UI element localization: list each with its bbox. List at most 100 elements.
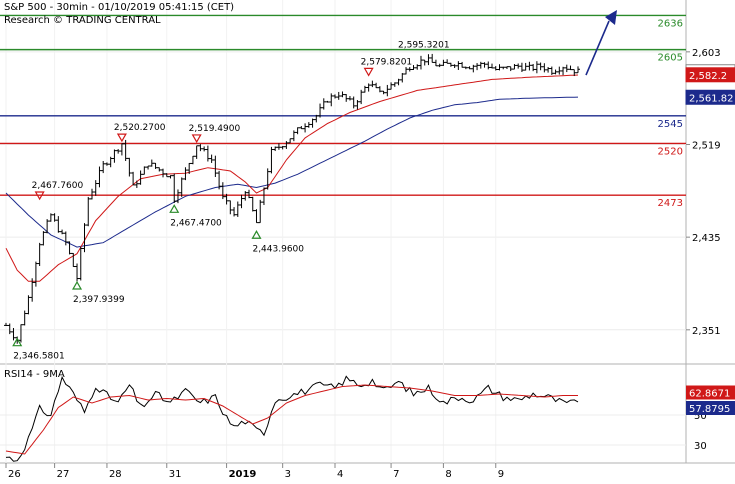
pivot-high-marker bbox=[34, 191, 45, 201]
ohlc-bar bbox=[564, 64, 569, 73]
ohlc-bar bbox=[370, 80, 375, 88]
rsi-tick-label: 30 bbox=[694, 441, 707, 452]
ohlc-bar bbox=[134, 180, 139, 188]
ohlc-bar bbox=[71, 252, 76, 268]
ohlc-bar bbox=[258, 199, 263, 224]
time-tick-label: 28 bbox=[109, 469, 122, 480]
ohlc-bar bbox=[22, 310, 27, 326]
ohlc-bar bbox=[261, 187, 266, 206]
ohlc-bar bbox=[344, 94, 349, 102]
ohlc-bar bbox=[224, 193, 229, 205]
ohlc-bar bbox=[86, 196, 91, 227]
ohlc-bar bbox=[549, 66, 554, 75]
ohlc-bar bbox=[303, 123, 308, 133]
pivot-high-label: 2,579.8201 bbox=[361, 57, 413, 67]
ohlc-bar bbox=[239, 194, 244, 209]
ohlc-bar bbox=[381, 90, 386, 95]
ohlc-bar bbox=[512, 64, 517, 70]
ohlc-bar bbox=[213, 155, 218, 177]
time-tick-label: 31 bbox=[169, 469, 182, 480]
pivot-high-label: 2,595.3201 bbox=[398, 40, 450, 50]
moving-averages bbox=[5, 74, 579, 282]
ohlc-bar bbox=[456, 61, 461, 70]
ohlc-bar bbox=[392, 82, 397, 87]
ohlc-bar bbox=[314, 114, 319, 123]
ohlc-bar bbox=[209, 154, 214, 163]
ohlc-bar bbox=[407, 67, 412, 72]
ohlc-bar bbox=[112, 149, 117, 163]
pivot-low-label: 2,467.4700 bbox=[170, 218, 222, 228]
ohlc-bar bbox=[355, 100, 360, 110]
time-tick-label: 3 bbox=[285, 469, 291, 480]
pivot-high-marker bbox=[191, 134, 202, 144]
ohlc-bar bbox=[482, 62, 487, 68]
ohlc-bar bbox=[463, 66, 468, 70]
rsi-badge bbox=[686, 385, 735, 400]
forecast-arrow bbox=[585, 10, 617, 76]
ohlc-bar bbox=[254, 209, 259, 224]
time-tick-label: 26 bbox=[8, 469, 21, 480]
ohlc-bar bbox=[205, 145, 210, 162]
ohlc-bar bbox=[516, 63, 521, 69]
ohlc-bar bbox=[295, 127, 300, 135]
ohlc-bar bbox=[33, 261, 38, 287]
ohlc-bar bbox=[131, 171, 136, 186]
ohlc-bar bbox=[471, 64, 476, 73]
ohlc-bar bbox=[415, 64, 420, 70]
ohlc-bar bbox=[411, 65, 416, 70]
ohlc-bar bbox=[490, 63, 495, 69]
ohlc-bar bbox=[273, 146, 278, 152]
ohlc-bar bbox=[67, 241, 72, 255]
level-label: 2605 bbox=[658, 53, 683, 64]
price-badge-label: 2,582.2 bbox=[689, 71, 727, 82]
ohlc-bar bbox=[11, 327, 16, 341]
ohlc-bar bbox=[153, 162, 158, 169]
ohlc-bar bbox=[78, 247, 83, 281]
time-tick-label: 2019 bbox=[229, 469, 257, 480]
chart-subtitle: Research © TRADING CENTRAL bbox=[4, 15, 161, 26]
ohlc-bar bbox=[157, 167, 162, 172]
ohlc-bar bbox=[340, 91, 345, 98]
ohlc-bar bbox=[452, 64, 457, 68]
pivot-high-label: 2,519.4900 bbox=[189, 124, 241, 134]
forecast-arrow-head bbox=[605, 10, 617, 25]
ohlc-bar bbox=[7, 323, 12, 335]
ohlc-bar bbox=[534, 61, 539, 74]
price-tick-label: 2,603 bbox=[692, 48, 721, 59]
rsi-title: RSI14 - 9MA bbox=[4, 369, 65, 380]
ohlc-bar bbox=[142, 166, 147, 175]
ohlc-bar bbox=[194, 145, 199, 159]
ohlc-bar bbox=[220, 182, 225, 200]
ohlc-bar bbox=[486, 61, 491, 70]
ohlc-bar bbox=[138, 170, 143, 185]
ohlc-bar bbox=[501, 66, 506, 70]
time-tick-label: 9 bbox=[498, 469, 504, 480]
rsi-line bbox=[5, 375, 579, 462]
time-axis: 26 27 28 31 2019 3 4 7 8 9 bbox=[5, 463, 504, 480]
ohlc-bar bbox=[538, 62, 543, 71]
price-grid bbox=[0, 0, 686, 463]
pivot-low-label: 2,397.9399 bbox=[73, 295, 125, 305]
pivot-low-label: 2,346.5801 bbox=[13, 352, 65, 362]
ohlc-bar bbox=[60, 229, 65, 235]
ohlc-bar bbox=[119, 143, 124, 156]
ohlc-bar bbox=[276, 143, 281, 150]
ohlc-bar bbox=[362, 85, 367, 93]
ohlc-bar bbox=[336, 91, 341, 100]
time-tick-label: 4 bbox=[337, 469, 343, 480]
ohlc-bar bbox=[243, 191, 248, 201]
ohlc-bar bbox=[448, 62, 453, 67]
ohlc-bar bbox=[179, 177, 184, 197]
ohlc-bar bbox=[460, 61, 465, 68]
ohlc-bar bbox=[265, 168, 270, 190]
ohlc-bar bbox=[389, 82, 394, 90]
ohlc-bar bbox=[52, 213, 57, 222]
pivot-low-marker bbox=[71, 280, 83, 290]
ohlc-bar bbox=[48, 213, 53, 222]
time-tick-label: 8 bbox=[445, 469, 451, 480]
rsi-tick-label: 50 bbox=[694, 411, 707, 422]
ohlc-bar bbox=[351, 96, 356, 109]
ohlc-bar bbox=[418, 55, 423, 70]
ohlc-bar bbox=[508, 66, 513, 72]
